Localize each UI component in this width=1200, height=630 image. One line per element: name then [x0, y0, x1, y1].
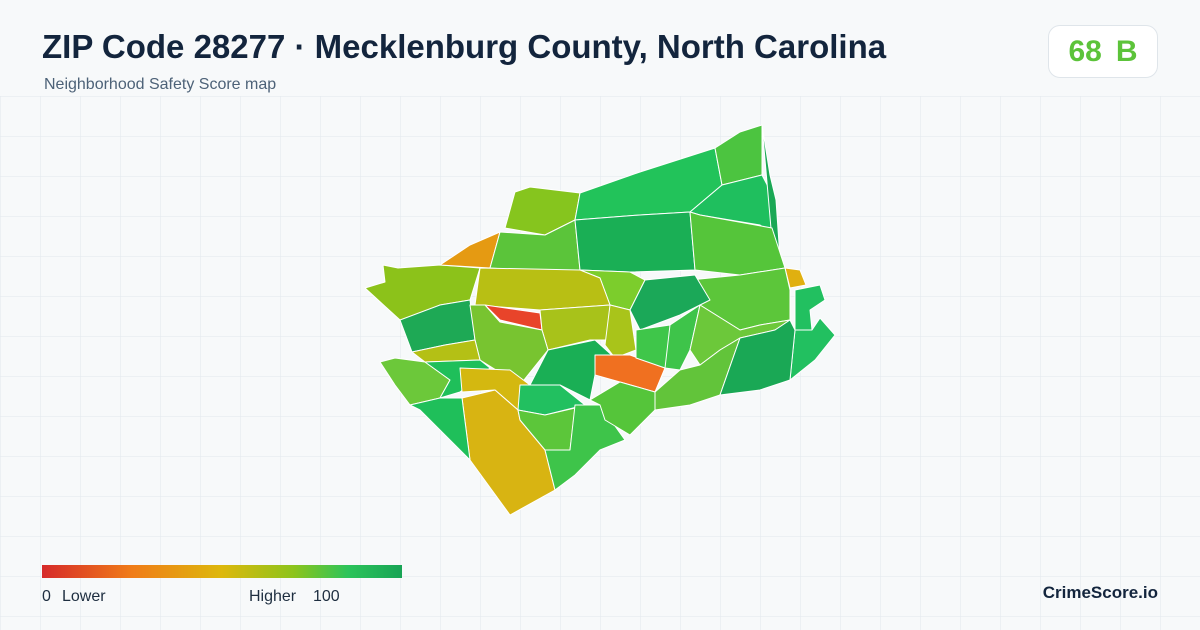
legend-min: 0 [42, 588, 51, 605]
brand: CrimeScore.io [1042, 583, 1158, 602]
subtitle: Neighborhood Safety Score map [44, 76, 277, 93]
grade: B [1115, 35, 1138, 68]
legend-low-label: Lower [62, 588, 106, 605]
score-badge: 68 B [1048, 25, 1158, 78]
zip-areas [364, 124, 836, 516]
title: ZIP Code 28277 · Mecklenburg County, Nor… [42, 28, 887, 65]
legend-high-label: Higher [249, 588, 297, 605]
legend-gradient [42, 565, 402, 578]
legend-max: 100 [313, 588, 340, 605]
score: 68 [1068, 35, 1102, 68]
